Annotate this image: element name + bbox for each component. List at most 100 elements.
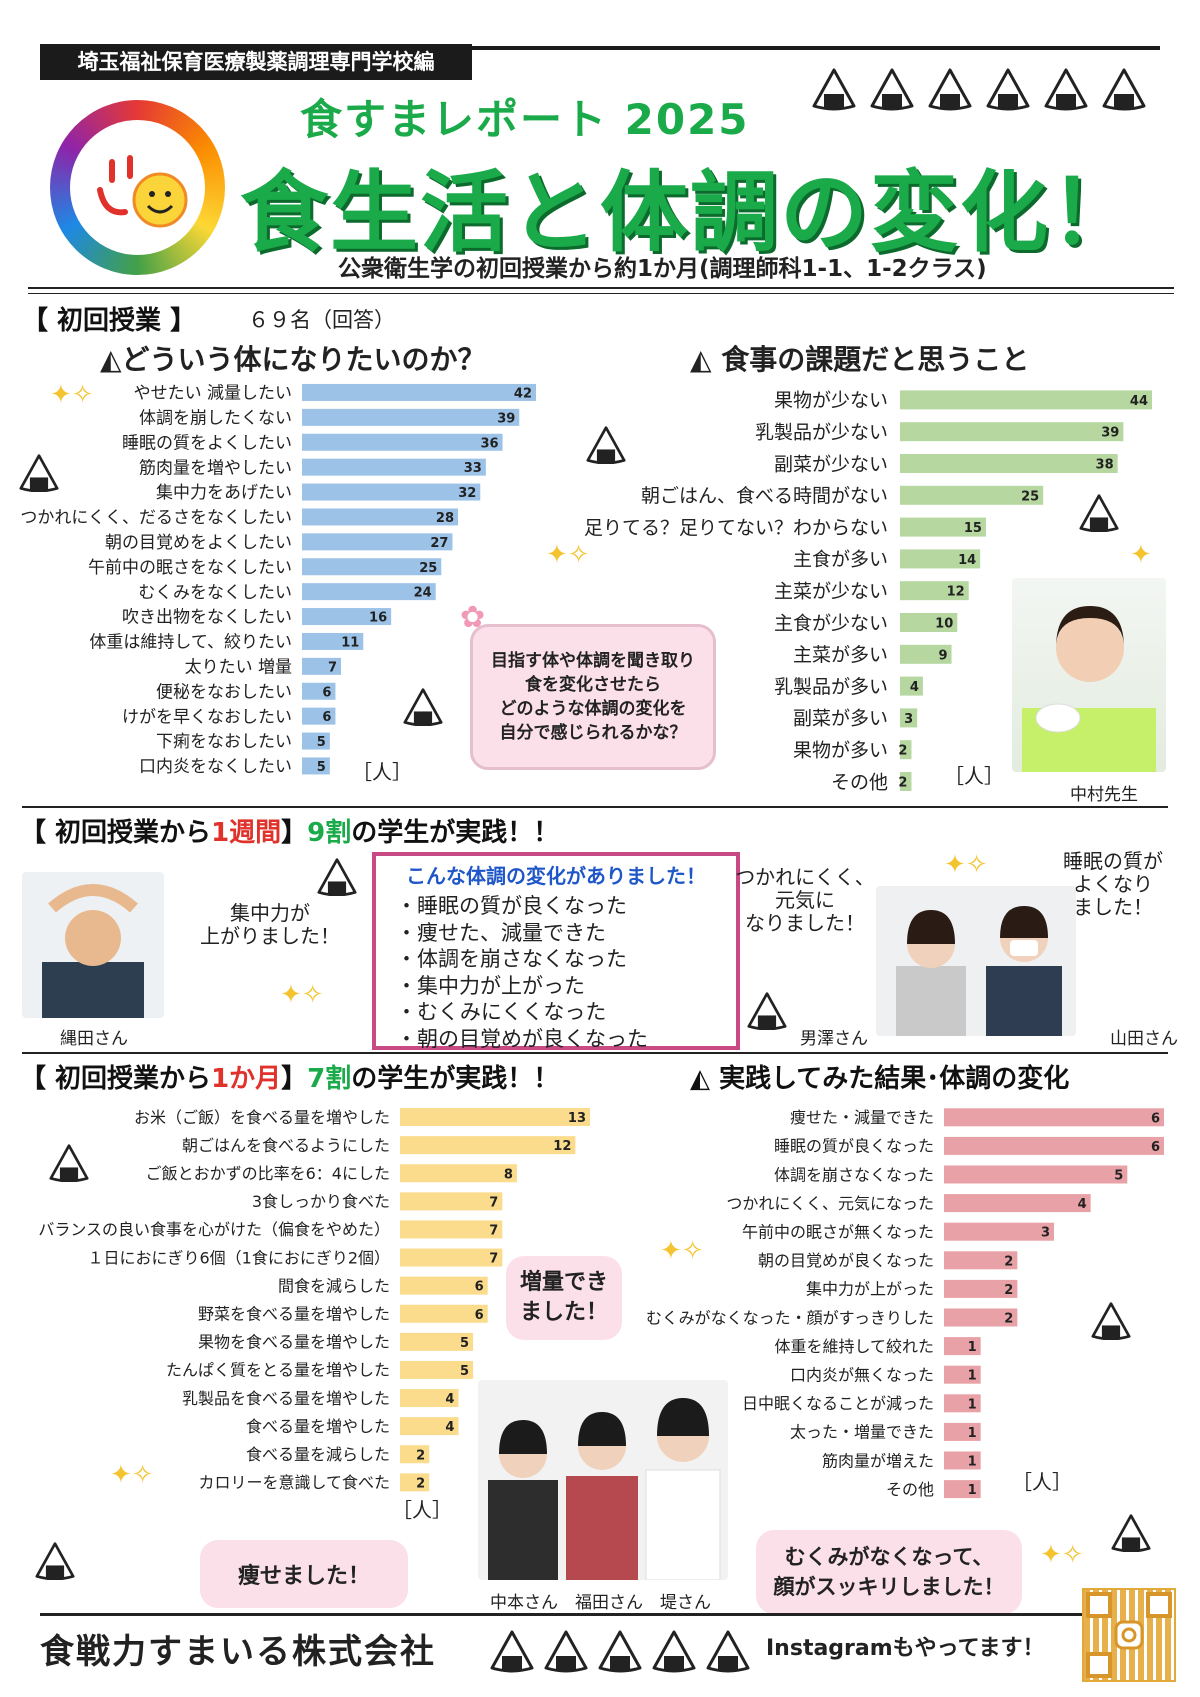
- onigiri-icon: [19, 454, 59, 492]
- bar-value-label: 6: [1151, 1111, 1160, 1126]
- bar-value-label: 16: [369, 611, 387, 626]
- bar-category-label: むくみがなくなった・顔がすっきりした: [646, 1308, 934, 1327]
- bar-category-label: たんぱく質をとる量を増やした: [166, 1361, 390, 1380]
- bar-category-label: 太りたい 増量: [185, 657, 292, 677]
- teacher-name: 中村先生: [1070, 785, 1138, 805]
- instagram-qr-code[interactable]: [1082, 1588, 1176, 1682]
- bar-category-label: 痩せた・減量できた: [790, 1108, 934, 1127]
- bar-value-label: 14: [958, 553, 976, 568]
- bar: [944, 1308, 1018, 1327]
- bar-value-label: 9: [938, 648, 947, 663]
- bar: [900, 581, 969, 601]
- bar-category-label: 間食を減らした: [278, 1276, 390, 1295]
- onigiri-icon: [586, 426, 626, 464]
- bubble-lost-weight: 痩せました！: [200, 1540, 408, 1608]
- flower-icon: ✿: [460, 600, 486, 635]
- section3-right-title-text: 実践してみた結果･体調の変化: [719, 1064, 1070, 1094]
- bar-value-label: 6: [475, 1308, 484, 1323]
- bar-category-label: 足りてる？足りてない？わからない: [584, 517, 888, 539]
- bar: [302, 433, 503, 451]
- divider: [22, 806, 1168, 808]
- onigiri-icon: [928, 68, 972, 111]
- bar: [302, 533, 453, 551]
- bar-value-label: 6: [322, 685, 331, 700]
- bar-value-label: 2: [1004, 1312, 1013, 1327]
- bar-value-label: 38: [1096, 458, 1114, 473]
- bar-category-label: けがを早くなおしたい: [122, 707, 292, 727]
- bar-category-label: 朝ごはんを食べるようにした: [182, 1136, 390, 1155]
- bar-value-label: 12: [553, 1139, 571, 1154]
- bar-category-label: 吹き出物をなくしたい: [122, 608, 292, 628]
- student-photo-ozawa-yamada: [876, 886, 1076, 1036]
- section3-label-post: 】: [281, 1064, 308, 1094]
- onigiri-row-footer: [490, 1628, 760, 1678]
- bar-chart: 痩せた・減量できた 6 睡眠の質が良くなった 6 体調を崩さなくなった 5 つかれにくく、元…: [646, 1108, 1164, 1499]
- bar-category-label: 朝の目覚めをよくしたい: [105, 533, 292, 553]
- bar-value-label: 5: [460, 1336, 469, 1351]
- bar-category-label: 太った・増量できた: [790, 1423, 934, 1442]
- bar: [900, 485, 1044, 505]
- bubble-weight-gain: 増量でき ました！: [506, 1256, 622, 1340]
- bar: [400, 1192, 503, 1211]
- onigiri-icon: [1044, 68, 1088, 111]
- bar-value-label: 2: [898, 776, 907, 791]
- bar: [400, 1445, 430, 1464]
- bar-value-label: 12: [947, 585, 965, 600]
- bar-category-label: 日中眠くなることが減った: [742, 1394, 934, 1413]
- bar: [900, 549, 981, 569]
- onigiri-icon: [598, 1630, 642, 1673]
- bar: [944, 1480, 981, 1499]
- bar: [400, 1360, 474, 1379]
- bar: [900, 390, 1152, 410]
- smile-icon: [97, 155, 188, 228]
- bar: [302, 583, 436, 601]
- respondents: ６９名（回答）: [248, 308, 395, 332]
- bar-value-label: 4: [445, 1392, 454, 1407]
- bar-value-label: 39: [497, 411, 515, 426]
- chart-desired-body: やせたい 減量したい 42 体調を崩したくない 39 睡眠の質をよくしたい 36 筋肉量を増…: [10, 380, 550, 778]
- bar-value-label: 15: [964, 521, 982, 536]
- onigiri-icon: [1079, 494, 1119, 532]
- bar-value-label: 1: [968, 1397, 977, 1412]
- bar-category-label: ご飯とおかずの比率を6：4にした: [146, 1164, 390, 1183]
- bar: [302, 383, 536, 401]
- divider: [28, 293, 1174, 294]
- bar: [900, 613, 958, 632]
- chart-practices: お米（ご飯）を食べる量を増やした 13 朝ごはんを食べるようにした 12 ご飯とおかずの…: [6, 1103, 606, 1496]
- section3-label-tail: の学生が実践！！: [351, 1064, 560, 1094]
- onigiri-icon: [1111, 1514, 1151, 1552]
- bar: [400, 1164, 517, 1183]
- bar-category-label: 果物を食べる量を増やした: [198, 1333, 390, 1352]
- changes-box: こんな体調の変化がありました！ ・睡眠の質が良くなった ・痩せた、減量できた ・…: [372, 852, 740, 1051]
- bar-category-label: 下痢をなおしたい: [156, 732, 292, 752]
- bar: [944, 1279, 1018, 1298]
- changes-item: ・朝の目覚めが良くなった: [396, 1026, 648, 1051]
- bar: [302, 707, 336, 725]
- name-nawata: 縄田さん: [60, 1029, 128, 1049]
- bar-category-label: 果物が多い: [793, 740, 888, 762]
- bar-value-label: 28: [436, 511, 454, 526]
- bar-value-label: 1: [968, 1455, 977, 1470]
- footer-rule: [40, 1613, 1170, 1616]
- student-photo-trio: [478, 1380, 728, 1580]
- page-subtitle: 公衆衛生学の初回授業から約1か月(調理師科1-1、1-2クラス): [338, 256, 987, 282]
- onigiri-icon: [49, 1144, 89, 1182]
- bubble-question: 目指す体や体調を聞き取り 食を変化させたら どのような体調の変化を 自分で感じら…: [470, 624, 716, 770]
- bar-category-label: 体調を崩したくない: [139, 408, 292, 428]
- bar: [400, 1248, 503, 1267]
- divider: [22, 1052, 1168, 1054]
- bar-category-label: 副菜が多い: [793, 708, 888, 730]
- quote-ozawa: つかれにくく、 元気に なりました！: [735, 865, 875, 935]
- bar-chart: やせたい 減量したい 42 体調を崩したくない 39 睡眠の質をよくしたい 36 筋肉量を増…: [20, 383, 536, 777]
- section2-label-post: 】: [281, 818, 308, 848]
- bar: [302, 508, 458, 526]
- company-name: 食戦力すまいる株式会社: [40, 1632, 436, 1672]
- bar-category-label: 体重を維持して絞れた: [774, 1337, 934, 1356]
- bar-category-label: １日におにぎり6個（1食におにぎり2個）: [87, 1248, 390, 1267]
- bar-category-label: 主菜が少ない: [774, 581, 888, 603]
- bar-category-label: 乳製品が多い: [774, 676, 888, 698]
- bar-category-label: 睡眠の質が良くなった: [774, 1137, 934, 1156]
- bar-category-label: 乳製品が少ない: [755, 422, 888, 444]
- teacher-photo: [1012, 578, 1166, 772]
- bar-category-label: 口内炎をなくしたい: [139, 757, 292, 777]
